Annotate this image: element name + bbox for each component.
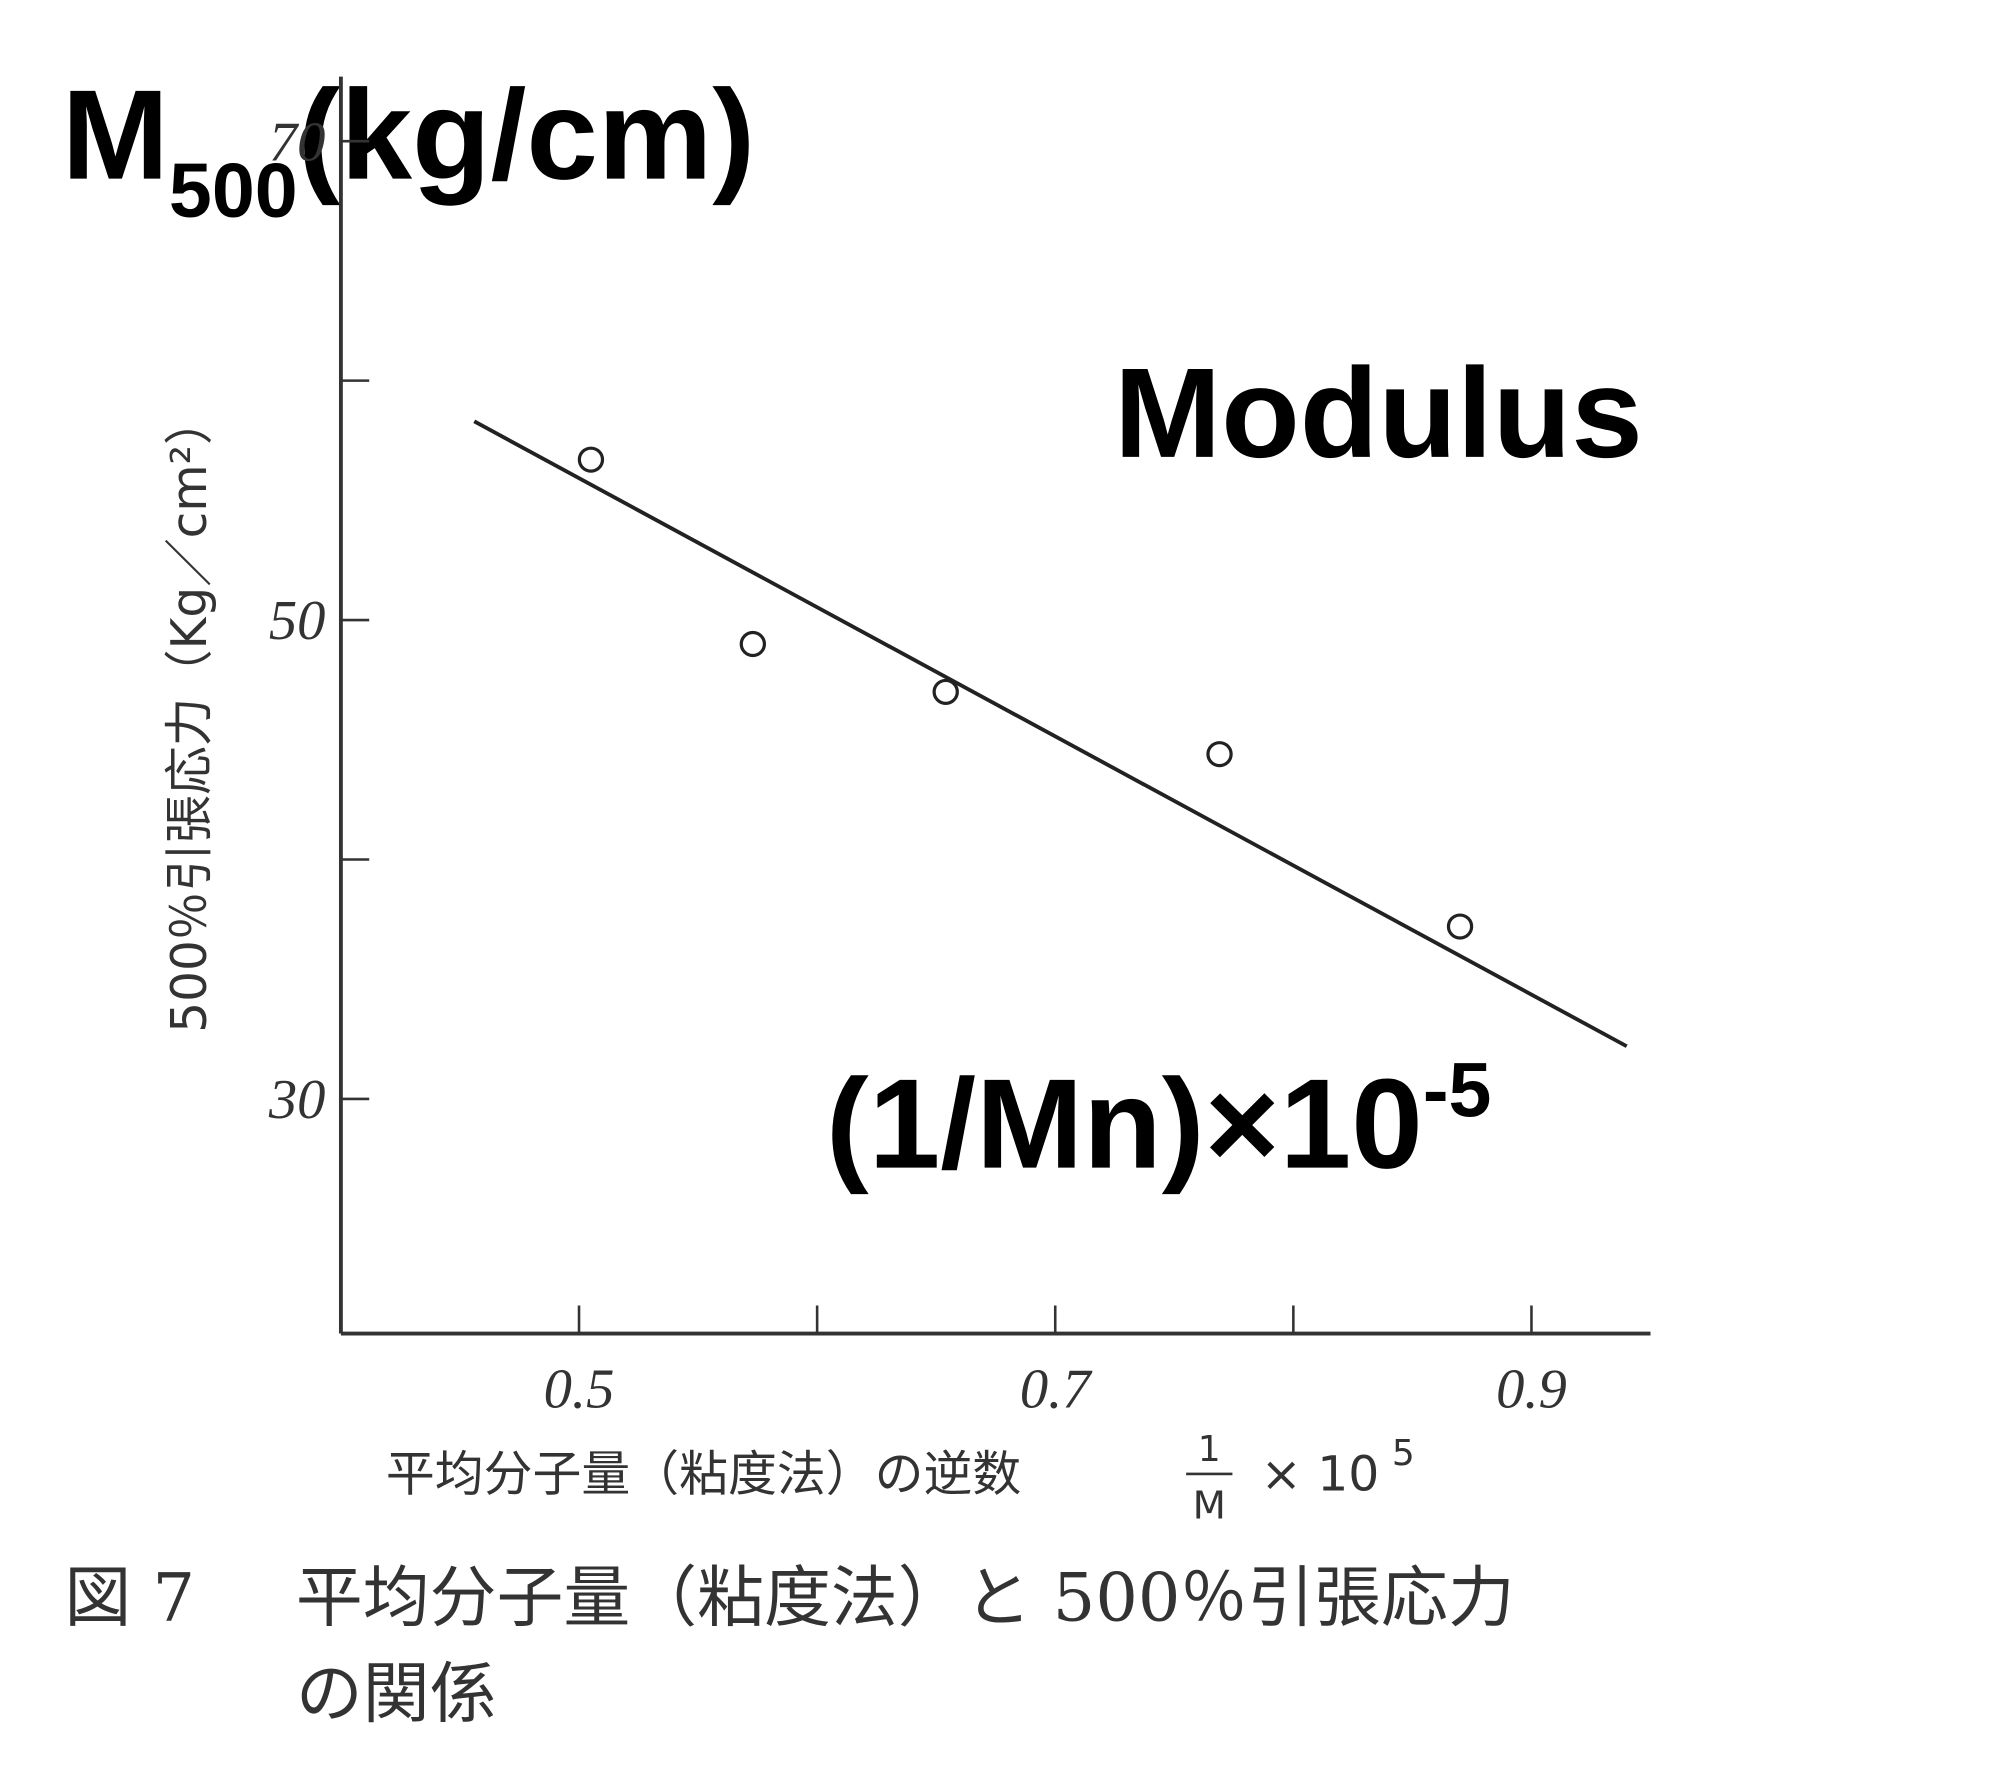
x-label-denominator: M <box>1193 1484 1226 1529</box>
overlay-x-main: (1/Mn)×10 <box>826 1053 1423 1195</box>
x-tick-label: 0.9 <box>1496 1359 1567 1421</box>
overlay-title: M500(kg/cm) <box>62 64 755 234</box>
y-axis-label: 500％引張応力（Kg／cm²） <box>162 397 218 1033</box>
x-tick-label: 0.5 <box>544 1359 615 1421</box>
overlay-title-main: M <box>62 64 169 206</box>
data-point <box>1206 741 1233 768</box>
x-label-numerator: 1 <box>1198 1429 1221 1470</box>
overlay-title-unit: (kg/cm) <box>298 64 755 206</box>
data-point <box>739 630 767 658</box>
overlay-x: (1/Mn)×10-5 <box>826 1048 1492 1196</box>
y-tick-label: 30 <box>268 1069 326 1131</box>
x-tick-label: 0.7 <box>1020 1359 1094 1421</box>
y-tick-label: 50 <box>269 590 326 652</box>
data-point <box>1446 913 1474 940</box>
caption-line: 平均分子量（粘度法）と 500％引張応力 <box>296 1559 1515 1637</box>
overlay-x-sup: -5 <box>1423 1048 1492 1134</box>
x-axis-label: 平均分子量（粘度法）の逆数 <box>386 1447 1021 1503</box>
y-tick-label: 70 <box>269 112 326 174</box>
caption-figure: 図 7 <box>64 1559 195 1637</box>
fit-line <box>473 419 1628 1048</box>
caption-line: の関係 <box>296 1655 497 1733</box>
data-point <box>932 678 959 705</box>
x-label-exponent: 5 <box>1392 1433 1415 1474</box>
x-label-factor: × 10 <box>1261 1447 1380 1503</box>
overlay-label: Modulus <box>1114 342 1643 484</box>
data-point <box>577 446 605 473</box>
overlay-title-sub: 500 <box>169 148 298 234</box>
